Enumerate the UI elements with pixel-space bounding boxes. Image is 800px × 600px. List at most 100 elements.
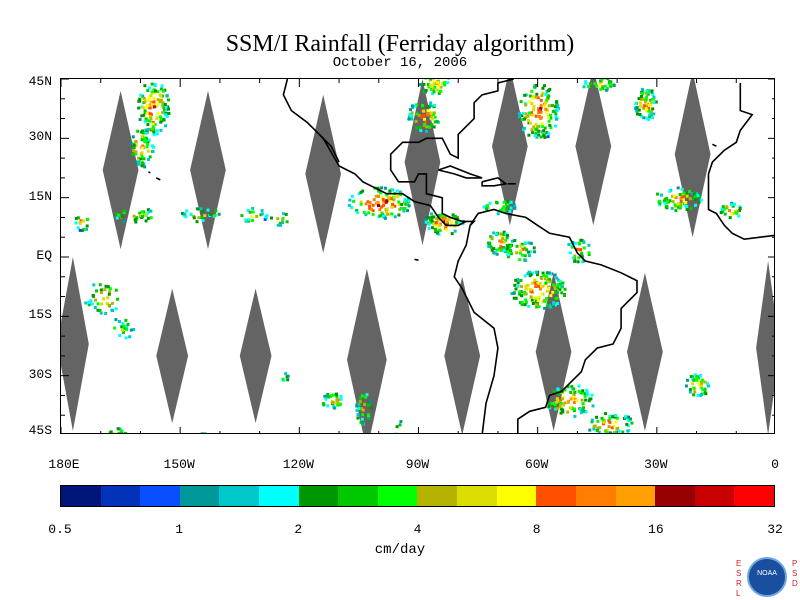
rain-cell <box>636 112 639 116</box>
rain-cell <box>693 390 697 394</box>
rain-cell <box>506 203 510 207</box>
rain-cell <box>429 87 433 91</box>
rain-cell <box>696 194 700 197</box>
rain-cell <box>509 206 513 210</box>
rain-cell <box>145 119 149 122</box>
rain-cell <box>598 426 602 430</box>
rain-cell <box>634 102 638 105</box>
rain-cell <box>607 419 611 423</box>
rain-cell <box>570 242 574 246</box>
colorbar-swatch <box>417 486 458 506</box>
rain-cell <box>608 417 612 421</box>
rain-cell <box>84 301 88 305</box>
rain-cell <box>529 273 533 277</box>
rain-cell <box>534 285 538 288</box>
rain-cell <box>394 432 398 433</box>
rain-cell <box>684 201 688 204</box>
rain-cell <box>573 254 577 258</box>
rain-cell <box>359 396 363 400</box>
rain-cell <box>123 433 126 434</box>
rain-cell <box>189 213 193 217</box>
rain-cell <box>590 393 594 397</box>
rain-cell <box>515 244 519 248</box>
rain-cell <box>502 230 506 234</box>
rain-cell <box>504 210 508 214</box>
noaa-logo-text: NOAA <box>757 570 777 577</box>
rain-cell <box>576 260 580 264</box>
rain-cell <box>445 220 449 224</box>
rain-cell <box>364 202 368 206</box>
rain-cell <box>142 113 146 117</box>
rain-cell <box>246 208 250 212</box>
rain-cell <box>503 250 507 254</box>
rain-cell <box>627 419 631 423</box>
rain-cell <box>411 104 414 108</box>
rain-cell <box>587 251 591 255</box>
rain-cell <box>532 96 536 100</box>
rain-cell <box>424 88 428 92</box>
rain-cell <box>569 397 573 401</box>
rain-cell <box>703 380 707 384</box>
rain-cell <box>434 221 438 225</box>
rain-cell <box>281 221 285 224</box>
rainfall-map <box>60 78 775 434</box>
rain-cell <box>677 202 681 205</box>
rain-cell <box>696 394 700 397</box>
rain-cell <box>99 291 103 295</box>
rain-cell <box>549 113 553 117</box>
rain-cell <box>335 392 338 396</box>
rain-cell <box>163 103 167 106</box>
swath-gap <box>756 261 774 433</box>
rain-cell <box>676 186 680 190</box>
rain-cell <box>422 90 426 94</box>
rain-cell <box>437 84 441 88</box>
rain-cell <box>149 100 153 104</box>
rain-cell <box>614 420 618 424</box>
rain-cell <box>410 117 414 121</box>
rain-cell <box>380 196 384 200</box>
colorbar-tick-label: 8 <box>532 522 541 537</box>
rain-cell <box>499 232 503 236</box>
rain-cell <box>355 211 359 214</box>
rain-cell <box>510 292 514 296</box>
rain-cell <box>408 112 412 116</box>
rain-cell <box>545 89 549 93</box>
rain-cell <box>522 126 526 130</box>
rain-cell <box>533 278 537 282</box>
rain-cell <box>579 391 583 395</box>
rain-cell <box>582 85 586 89</box>
rain-cell <box>367 403 371 407</box>
rain-cell <box>286 378 290 382</box>
rain-cell <box>556 392 560 396</box>
rain-cell <box>581 402 585 406</box>
rain-cell <box>264 215 268 219</box>
rain-cell <box>518 251 522 255</box>
rain-cell <box>644 91 648 95</box>
rain-cell <box>348 198 352 202</box>
rain-cell <box>371 209 375 213</box>
rain-cell <box>359 200 363 204</box>
rain-cell <box>490 248 494 252</box>
rain-cell <box>526 287 530 291</box>
rain-cell <box>554 290 558 294</box>
rain-cell <box>115 216 119 220</box>
rain-cell <box>551 401 555 405</box>
rain-cell <box>580 398 584 402</box>
rain-cell <box>332 404 336 408</box>
rain-cell <box>673 203 677 207</box>
rain-cell <box>437 92 441 95</box>
rain-cell <box>339 394 343 398</box>
rain-cell <box>615 416 619 420</box>
rain-cell <box>552 283 556 287</box>
rain-cell <box>419 129 423 133</box>
rain-cell <box>411 106 415 110</box>
rain-cell <box>428 83 432 87</box>
rain-cell <box>140 155 144 159</box>
rain-cell <box>505 236 509 240</box>
rain-cell <box>543 126 547 130</box>
rain-cell <box>695 378 699 382</box>
rain-cell <box>548 402 552 405</box>
rain-cell <box>276 223 280 227</box>
rain-cell <box>213 213 217 217</box>
rain-cell <box>530 298 534 302</box>
